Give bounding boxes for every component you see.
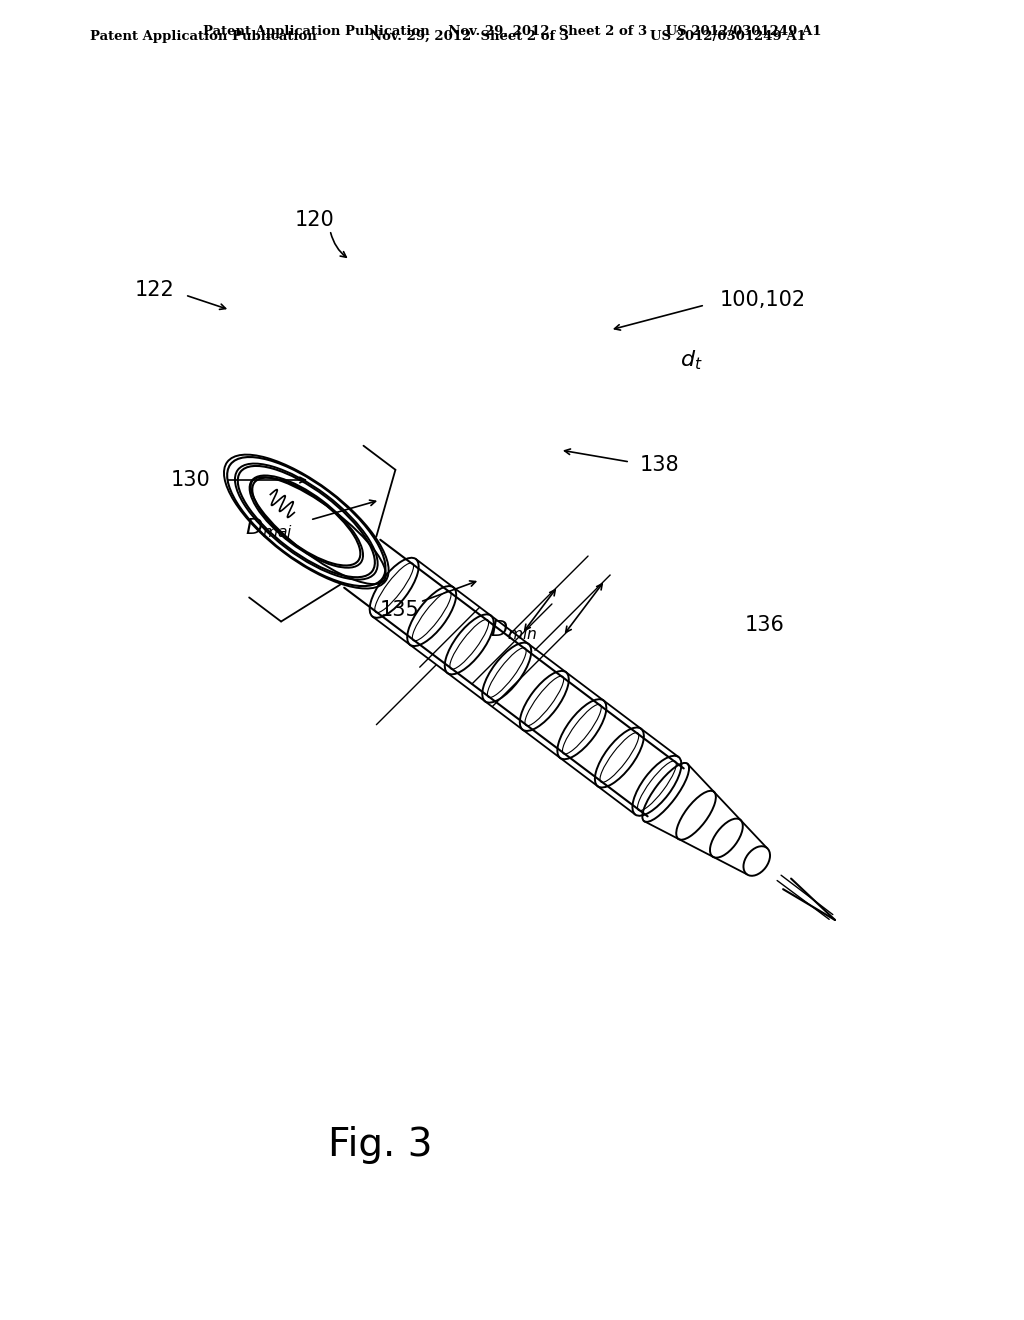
Text: Patent Application Publication: Patent Application Publication [90, 30, 316, 44]
Text: Fig. 3: Fig. 3 [328, 1126, 432, 1164]
Text: 135: 135 [380, 601, 420, 620]
Text: $d_t$: $d_t$ [680, 348, 702, 372]
Text: 122: 122 [135, 280, 175, 300]
Text: Patent Application Publication    Nov. 29, 2012  Sheet 2 of 3    US 2012/0301249: Patent Application Publication Nov. 29, … [203, 25, 821, 38]
Text: 100,102: 100,102 [720, 290, 806, 310]
Text: 138: 138 [640, 455, 680, 475]
Text: 120: 120 [295, 210, 335, 230]
Text: $D_{min}$: $D_{min}$ [490, 618, 538, 642]
Text: 136: 136 [745, 615, 784, 635]
Text: US 2012/0301249 A1: US 2012/0301249 A1 [650, 30, 806, 44]
Text: Nov. 29, 2012  Sheet 2 of 3: Nov. 29, 2012 Sheet 2 of 3 [370, 30, 569, 44]
Text: 130: 130 [170, 470, 210, 490]
Text: $D_{maj}$: $D_{maj}$ [245, 516, 293, 544]
